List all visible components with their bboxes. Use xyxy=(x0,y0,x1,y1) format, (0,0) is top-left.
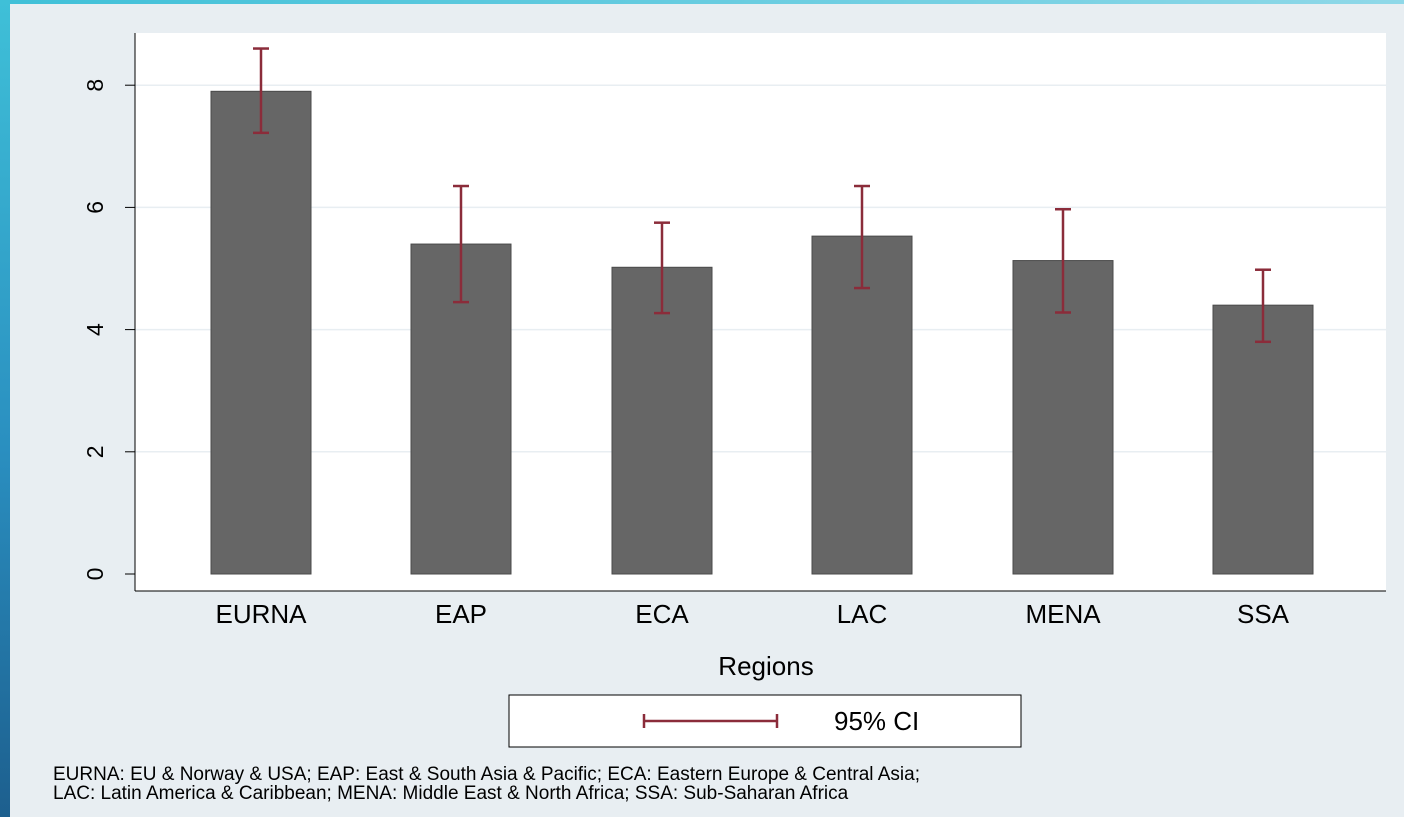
x-tick-label: ECA xyxy=(635,599,689,629)
footnote-line-1: EURNA: EU & Norway & USA; EAP: East & So… xyxy=(53,764,920,785)
x-tick-label: SSA xyxy=(1237,599,1290,629)
bar-lac xyxy=(811,235,913,575)
y-tick-label: 8 xyxy=(82,79,108,92)
bar-chart: 0 2 4 6 8 EURNA EAP ECA LAC MENA SSA Regions 95% CI xyxy=(82,33,1386,748)
left-accent-bar xyxy=(0,0,10,817)
bar-ssa xyxy=(1212,304,1314,575)
y-tick-label: 4 xyxy=(82,323,108,336)
bar-eurna xyxy=(210,90,312,575)
bar-eca xyxy=(611,266,713,575)
y-tick-label: 0 xyxy=(82,568,108,581)
legend-label: 95% CI xyxy=(834,706,919,736)
y-tick-label: 6 xyxy=(82,201,108,214)
x-axis-title: Regions xyxy=(718,651,813,681)
y-tick-label: 2 xyxy=(82,445,108,458)
footnote: EURNA: EU & Norway & USA; EAP: East & So… xyxy=(53,765,1393,803)
x-tick-label: LAC xyxy=(837,599,888,629)
footnote-line-2: LAC: Latin America & Caribbean; MENA: Mi… xyxy=(53,783,849,804)
x-tick-label: EAP xyxy=(435,599,487,629)
x-tick-label: EURNA xyxy=(215,599,307,629)
plot-area xyxy=(135,33,1386,591)
top-accent-strip xyxy=(0,0,1404,4)
x-tick-label: MENA xyxy=(1025,599,1101,629)
